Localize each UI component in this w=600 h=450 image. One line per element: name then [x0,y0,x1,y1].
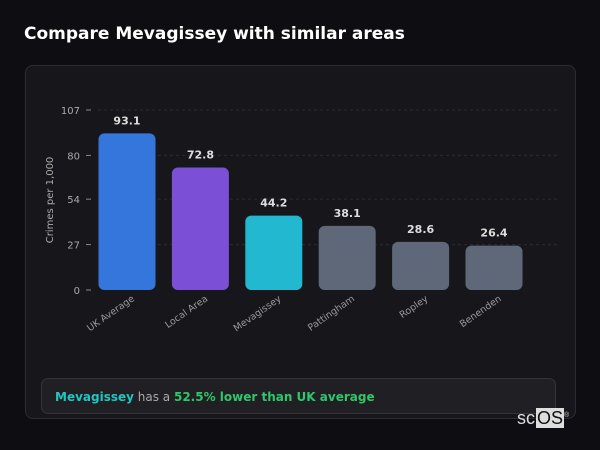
logo-plain: sc [517,408,535,428]
summary-middle: has a [133,390,174,404]
y-tick-label: 27 [67,241,80,252]
y-tick-label: 0 [74,286,80,297]
bar-mevagissey [245,215,303,290]
x-tick-label: Benenden [458,293,504,330]
data-label: 28.6 [407,223,434,236]
x-tick-label: Ropley [398,293,431,321]
summary-box: Mevagissey has a 52.5% lower than UK ave… [41,378,556,414]
bar-local-area [171,167,229,290]
x-tick-label: Pattingham [306,293,357,333]
data-label: 93.1 [113,114,140,127]
bar-ropley [392,241,450,290]
y-tick-label: 54 [67,195,80,206]
logo-box: OS [536,408,565,428]
logo-mark: ® [564,412,570,419]
bar-uk-average [98,133,156,290]
y-tick-label: 107 [61,106,80,117]
data-label: 26.4 [480,227,507,240]
x-tick-label: Mevagissey [232,293,284,334]
summary-place: Mevagissey [55,390,134,404]
data-label: 44.2 [260,197,287,210]
data-label: 38.1 [334,207,361,220]
summary-highlight: 52.5% lower than UK average [173,390,375,404]
bar-pattingham [318,225,376,290]
x-tick-label: Local Area [163,293,210,330]
y-tick-label: 80 [67,151,80,162]
y-axis-label: Crimes per 1,000 [45,157,56,244]
bar-benenden [465,245,523,290]
x-tick-label: UK Average [85,293,137,334]
data-label: 72.8 [187,149,214,162]
scos-logo: sc OS® [516,408,569,429]
page-title: Compare Mevagissey with similar areas [24,24,405,44]
